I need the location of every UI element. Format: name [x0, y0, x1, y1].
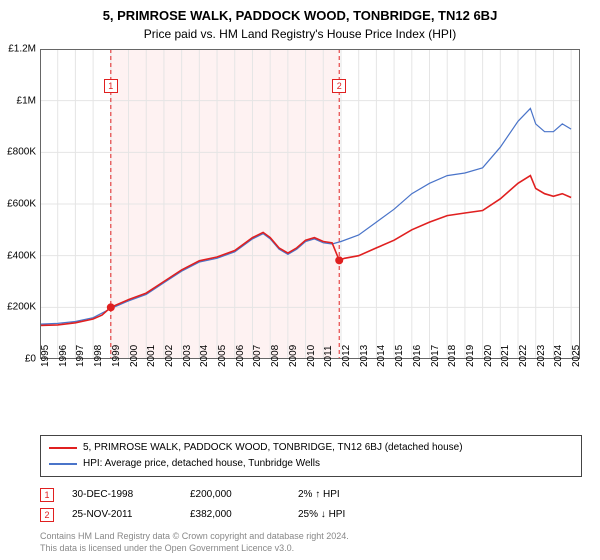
x-tick-label: 1997	[75, 345, 86, 367]
event-marker-box: 2	[332, 79, 346, 93]
event-date: 25-NOV-2011	[72, 505, 172, 525]
x-tick-label: 2021	[500, 345, 511, 367]
x-tick-label: 2019	[465, 345, 476, 367]
event-index-box: 1	[40, 488, 54, 502]
x-tick-label: 2003	[182, 345, 193, 367]
legend-swatch	[49, 447, 77, 449]
x-tick-label: 1998	[93, 345, 104, 367]
y-tick-label: £800K	[0, 147, 36, 158]
event-delta: 2% ↑ HPI	[298, 485, 340, 505]
x-tick-label: 2009	[288, 345, 299, 367]
chart-title: 5, PRIMROSE WALK, PADDOCK WOOD, TONBRIDG…	[0, 0, 600, 23]
x-tick-label: 2018	[447, 345, 458, 367]
x-tick-label: 2005	[217, 345, 228, 367]
y-tick-label: £400K	[0, 250, 36, 261]
legend-item: 5, PRIMROSE WALK, PADDOCK WOOD, TONBRIDG…	[49, 440, 573, 456]
x-tick-label: 2024	[553, 345, 564, 367]
footer-line: Contains HM Land Registry data © Crown c…	[40, 531, 582, 543]
event-price: £382,000	[190, 505, 280, 525]
y-tick-label: £0	[0, 354, 36, 365]
chart-container: 5, PRIMROSE WALK, PADDOCK WOOD, TONBRIDG…	[0, 0, 600, 560]
event-row: 1 30-DEC-1998 £200,000 2% ↑ HPI	[40, 485, 582, 505]
x-tick-label: 2012	[341, 345, 352, 367]
x-tick-label: 2011	[323, 345, 334, 367]
event-marker-box: 1	[104, 79, 118, 93]
y-tick-label: £1M	[0, 95, 36, 106]
x-tick-label: 2006	[235, 345, 246, 367]
y-tick-label: £200K	[0, 302, 36, 313]
x-tick-label: 1996	[58, 345, 69, 367]
legend-label: HPI: Average price, detached house, Tunb…	[83, 456, 320, 472]
x-tick-label: 2020	[483, 345, 494, 367]
x-tick-label: 2015	[394, 345, 405, 367]
legend-item: HPI: Average price, detached house, Tunb…	[49, 456, 573, 472]
x-tick-label: 2017	[430, 345, 441, 367]
event-row: 2 25-NOV-2011 £382,000 25% ↓ HPI	[40, 505, 582, 525]
x-tick-label: 1999	[111, 345, 122, 367]
footer-attribution: Contains HM Land Registry data © Crown c…	[40, 531, 582, 554]
x-tick-label: 2023	[536, 345, 547, 367]
x-tick-label: 2025	[571, 345, 582, 367]
event-price: £200,000	[190, 485, 280, 505]
event-delta: 25% ↓ HPI	[298, 505, 345, 525]
x-tick-label: 2002	[164, 345, 175, 367]
x-tick-label: 1995	[40, 345, 51, 367]
legend-label: 5, PRIMROSE WALK, PADDOCK WOOD, TONBRIDG…	[83, 440, 463, 456]
event-table: 1 30-DEC-1998 £200,000 2% ↑ HPI 2 25-NOV-2011…	[40, 485, 582, 525]
x-tick-label: 2014	[376, 345, 387, 367]
x-tick-label: 2000	[129, 345, 140, 367]
x-tick-label: 2022	[518, 345, 529, 367]
x-tick-label: 2010	[306, 345, 317, 367]
x-tick-label: 2007	[252, 345, 263, 367]
event-date: 30-DEC-1998	[72, 485, 172, 505]
line-chart	[40, 49, 580, 359]
y-tick-label: £600K	[0, 199, 36, 210]
x-tick-label: 2013	[359, 345, 370, 367]
legend-swatch	[49, 463, 77, 465]
chart-area: £0£200K£400K£600K£800K£1M£1.2M1995199619…	[40, 49, 600, 389]
x-tick-label: 2008	[270, 345, 281, 367]
chart-subtitle: Price paid vs. HM Land Registry's House …	[0, 23, 600, 49]
x-tick-label: 2016	[412, 345, 423, 367]
footer-line: This data is licensed under the Open Gov…	[40, 543, 582, 555]
x-tick-label: 2004	[199, 345, 210, 367]
event-index-box: 2	[40, 508, 54, 522]
y-tick-label: £1.2M	[0, 44, 36, 55]
x-tick-label: 2001	[146, 345, 157, 367]
legend: 5, PRIMROSE WALK, PADDOCK WOOD, TONBRIDG…	[40, 435, 582, 477]
